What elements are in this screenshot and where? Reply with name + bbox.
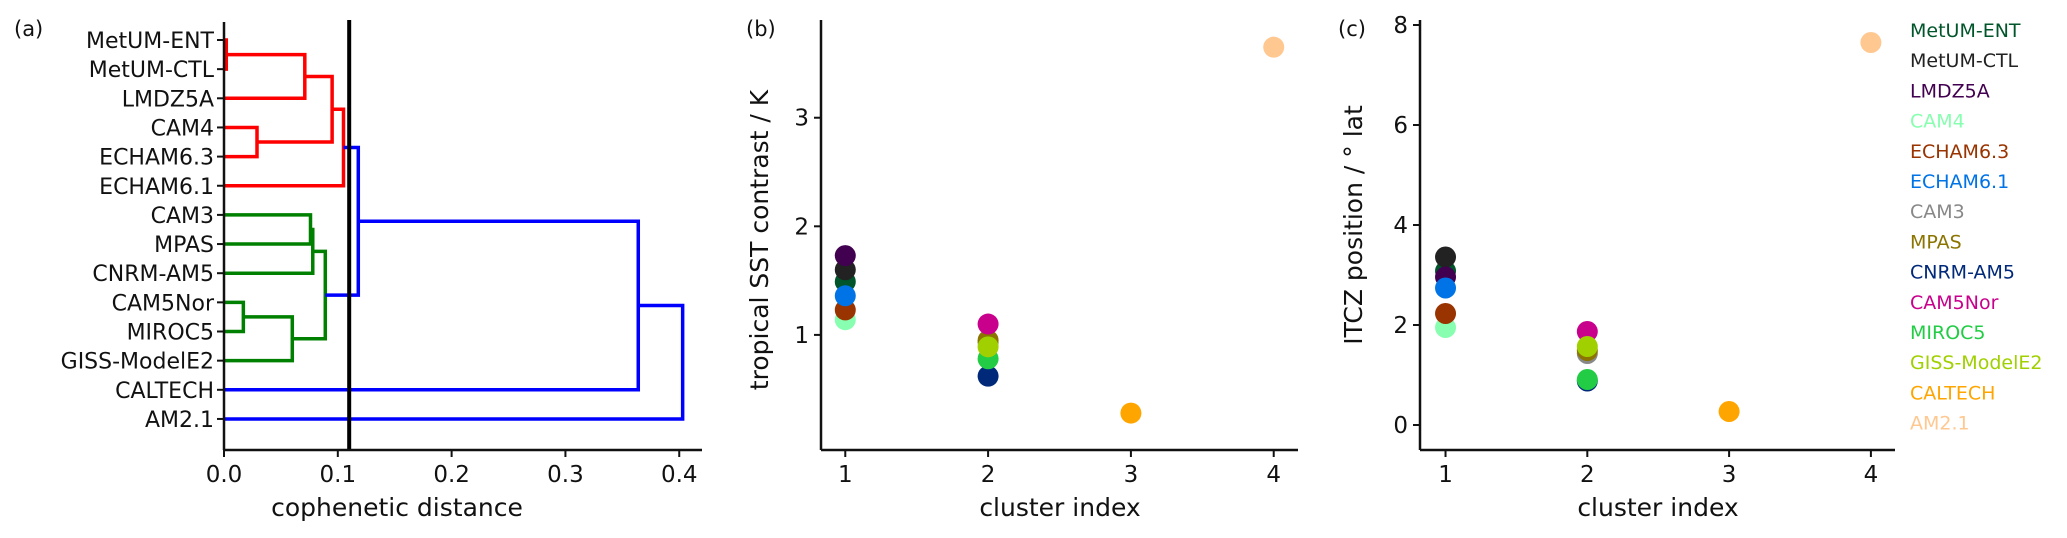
xlabel-a: cophenetic distance <box>271 493 523 522</box>
y-tick-label: 3 <box>794 106 809 132</box>
y-tick-label: 1 <box>794 323 809 349</box>
dendrogram-link <box>257 74 334 144</box>
ylabel-c: ITCZ position / ° lat <box>1339 105 1368 345</box>
y-tick-label: 8 <box>1393 13 1408 39</box>
legend-entry: CAM5Nor <box>1910 292 1999 314</box>
point-caltech <box>1120 402 1142 424</box>
point-giss-modele2 <box>1576 336 1598 357</box>
x-tick-label: 3 <box>1124 462 1139 488</box>
dendrogram-link <box>224 303 685 421</box>
leaf-label: CAM4 <box>151 116 214 141</box>
dendrogram-link <box>224 52 307 101</box>
dendrogram-link <box>224 125 259 159</box>
dendrogram-link <box>224 219 641 392</box>
x-tick-label: 2 <box>1580 462 1595 488</box>
panel-label-a: (a) <box>14 17 43 41</box>
legend-entry: MetUM-CTL <box>1910 50 2019 72</box>
point-cnrm-am5 <box>977 365 999 387</box>
legend: MetUM-ENT MetUM-CTL LMDZ5A CAM4 ECHAM6.3 ECHA… <box>1910 20 2042 435</box>
legend-entry: AM2.1 <box>1910 413 1970 435</box>
x-tick-label: 1 <box>1438 462 1453 488</box>
point-echam6-1 <box>834 285 856 307</box>
legend-entry: MetUM-ENT <box>1910 20 2021 42</box>
point-metum-ctl <box>1435 246 1457 268</box>
legend-entry: CAM3 <box>1910 201 1965 223</box>
x-tick-label: 3 <box>1722 462 1737 488</box>
dendrogram-link <box>292 249 328 341</box>
leaf-label: ECHAM6.3 <box>99 146 214 171</box>
dendrogram-link <box>224 315 295 363</box>
legend-entry: CALTECH <box>1910 382 1995 404</box>
dendrogram-link <box>224 300 246 334</box>
point-giss-modele2 <box>977 336 999 358</box>
x-tick-label: 0.3 <box>547 462 584 488</box>
x-tick-label: 0.0 <box>206 462 243 488</box>
leaf-label: MPAS <box>154 233 214 258</box>
point-cam5nor <box>1576 321 1598 342</box>
leaf-label: GISS-ModelE2 <box>61 350 214 375</box>
x-tick-label: 1 <box>838 462 853 488</box>
panel-label-b: (b) <box>746 17 776 41</box>
leaf-label: CALTECH <box>115 379 214 404</box>
dendrogram-panel: MetUM-ENT MetUM-CTL LMDZ5A CAM4 ECHAM6.3 ECHA… <box>61 20 702 488</box>
leaf-label: ECHAM6.1 <box>99 175 214 200</box>
leaf-label: MetUM-CTL <box>89 58 215 83</box>
legend-entry: ECHAM6.1 <box>1910 171 2009 193</box>
point-miroc5 <box>1576 369 1598 390</box>
legend-entry: GISS-ModelE2 <box>1910 352 2042 374</box>
dendrogram-link <box>224 107 346 188</box>
panel-label-c: (c) <box>1338 17 1366 41</box>
legend-entry: MPAS <box>1910 231 1962 253</box>
legend-entry: CAM4 <box>1910 111 1965 133</box>
x-tick-label: 0.1 <box>320 462 357 488</box>
xlabel-c: cluster index <box>1577 493 1738 522</box>
point-am2-1 <box>1860 32 1882 53</box>
legend-entry: MIROC5 <box>1910 322 1986 344</box>
x-tick-label: 4 <box>1266 462 1281 488</box>
y-tick-label: 6 <box>1393 113 1408 139</box>
x-tick-label: 0.4 <box>661 462 698 488</box>
y-tick-label: 0 <box>1393 413 1408 439</box>
dendrogram-link <box>224 213 313 246</box>
point-echam6-3 <box>1435 303 1457 324</box>
leaf-label: CAM5Nor <box>112 291 215 316</box>
leaf-label: LMDZ5A <box>122 87 214 112</box>
y-tick-label: 2 <box>1393 313 1408 339</box>
leaf-label: CNRM-AM5 <box>92 262 214 287</box>
point-caltech <box>1718 401 1740 422</box>
leaf-label: MIROC5 <box>127 321 214 346</box>
legend-entry: ECHAM6.3 <box>1910 141 2009 163</box>
point-cam5nor <box>977 313 999 335</box>
legend-entry: CNRM-AM5 <box>1910 262 2015 284</box>
x-tick-label: 4 <box>1864 462 1879 488</box>
leaf-label: AM2.1 <box>145 408 214 433</box>
leaf-label: CAM3 <box>151 204 214 229</box>
point-lmdz5a <box>834 245 856 267</box>
y-tick-label: 2 <box>794 214 809 240</box>
ylabel-b: tropical SST contrast / K <box>745 89 774 390</box>
leaf-label: MetUM-ENT <box>86 29 215 54</box>
xlabel-b: cluster index <box>979 493 1140 522</box>
dendrogram-link <box>224 227 315 275</box>
scatter-panel-b: 1 2 3 4 1 2 3 <box>794 20 1298 488</box>
x-tick-label: 0.2 <box>433 462 470 488</box>
x-tick-label: 2 <box>981 462 996 488</box>
y-tick-label: 4 <box>1393 213 1408 239</box>
point-am2-1 <box>1263 36 1285 58</box>
point-echam6-1 <box>1435 277 1457 299</box>
scatter-panel-c: 1 2 3 4 0 2 4 6 8 <box>1393 13 1895 488</box>
legend-entry: LMDZ5A <box>1910 80 1990 102</box>
